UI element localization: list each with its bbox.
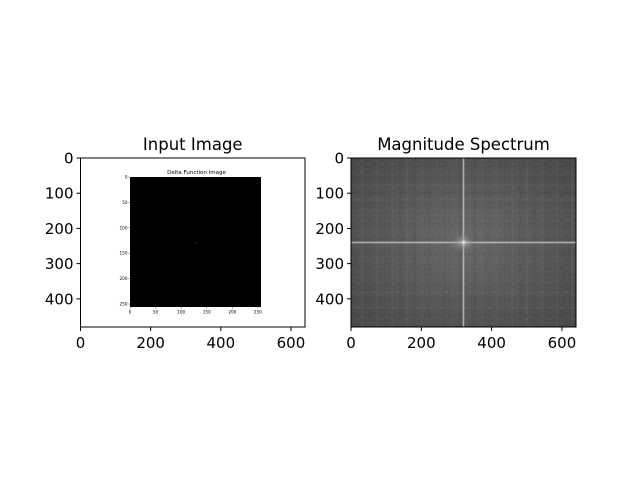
input-image-title: Input Image [143,135,243,154]
magnitude-spectrum-y-tick-label: 200 [315,220,344,238]
input-image-y-tick-label: 200 [45,220,74,238]
magnitude-spectrum-y-ticks: 0 100 200 300 400 [315,150,351,308]
delta-y-tick-label: 150 [120,251,128,256]
input-image-panel: Input Image Delta Function Image 0 50 100 1… [45,135,306,352]
input-image-x-tick-label: 600 [277,334,306,352]
delta-point [195,242,198,244]
input-image-y-tick-label: 400 [45,290,74,308]
input-image-x-tick-label: 200 [136,334,165,352]
magnitude-spectrum-y-tick-label: 0 [334,150,344,168]
magnitude-spectrum-image [351,158,576,327]
delta-x-tick-label: 100 [177,310,185,315]
input-image-y-tick-label: 300 [45,255,74,273]
delta-function-figure: Delta Function Image 0 50 100 150 200 250 0 50… [120,170,263,315]
magnitude-spectrum-x-tick-label: 200 [407,334,436,352]
delta-x-ticks: 0 50 100 150 200 250 [129,307,262,315]
input-image-frame [80,157,306,328]
spectrum-center-glow [449,232,478,253]
delta-x-tick-label: 250 [254,310,262,315]
delta-y-tick-label: 250 [120,301,128,306]
delta-x-tick-label: 0 [129,310,132,315]
delta-x-tick-label: 150 [203,310,211,315]
delta-function-image [130,177,261,307]
input-image-x-tick-label: 0 [76,334,86,352]
magnitude-spectrum-x-tick-label: 400 [477,334,506,352]
magnitude-spectrum-x-ticks: 0 200 400 600 [346,327,576,352]
delta-x-tick-label: 50 [153,310,159,315]
delta-y-tick-label: 50 [122,200,128,205]
magnitude-spectrum-title: Magnitude Spectrum [377,135,550,154]
input-image-x-tick-label: 400 [206,334,235,352]
input-image-x-ticks: 0 200 400 600 [76,327,306,352]
delta-y-ticks: 0 50 100 150 200 250 [120,175,130,306]
magnitude-spectrum-y-tick-label: 100 [315,185,344,203]
magnitude-spectrum-panel: Magnitude Spectrum 0 200 400 600 0 100 200 300… [315,135,577,352]
input-image-y-tick-label: 0 [64,150,74,168]
delta-y-tick-label: 200 [120,276,128,281]
magnitude-spectrum-x-tick-label: 0 [346,334,356,352]
delta-function-title: Delta Function Image [167,170,226,176]
input-image-y-ticks: 0 100 200 300 400 [45,150,81,308]
delta-y-tick-label: 100 [120,225,128,230]
magnitude-spectrum-frame [350,157,577,328]
delta-y-tick-label: 0 [125,175,128,180]
magnitude-spectrum-y-tick-label: 300 [315,255,344,273]
delta-x-tick-label: 200 [228,310,236,315]
input-image-y-tick-label: 100 [45,185,74,203]
magnitude-spectrum-x-tick-label: 600 [548,334,577,352]
magnitude-spectrum-y-tick-label: 400 [315,290,344,308]
